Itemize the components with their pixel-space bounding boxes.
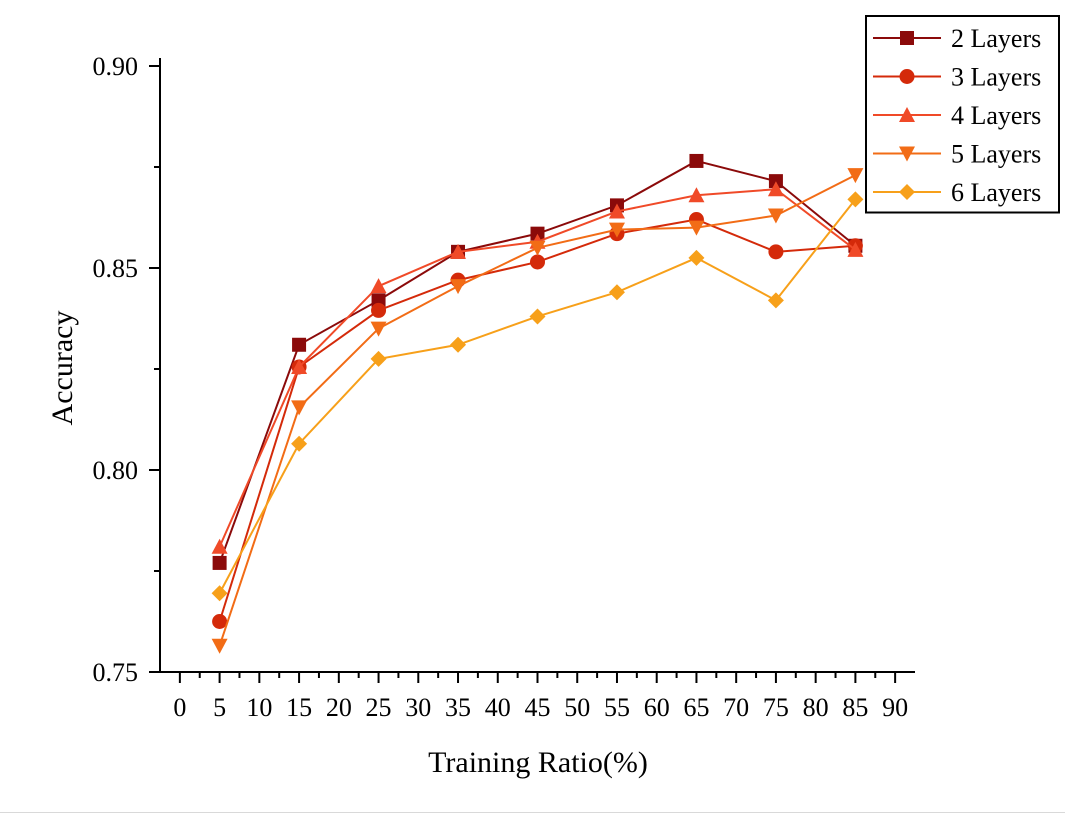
data-point xyxy=(689,154,703,168)
x-tick-label: 50 xyxy=(564,693,590,722)
data-point xyxy=(213,556,227,570)
x-tick-label: 80 xyxy=(803,693,829,722)
data-point xyxy=(530,308,546,324)
series-line xyxy=(220,220,856,622)
legend-label: 4 Layers xyxy=(951,101,1041,130)
line-chart: 0 5 10 15 20 25 30 35 40 45 50 55 60 65 70 75 80 85 90 0.75… xyxy=(0,0,1065,815)
data-point xyxy=(847,168,863,183)
y-tick-label: 0.75 xyxy=(93,658,139,687)
legend-label: 6 Layers xyxy=(951,178,1041,207)
data-point xyxy=(291,400,307,415)
data-point xyxy=(371,303,386,318)
data-point xyxy=(371,278,387,293)
x-tick-label: 60 xyxy=(644,693,670,722)
x-tick-label: 15 xyxy=(286,693,312,722)
x-tick-label: 85 xyxy=(842,693,868,722)
x-tick-label: 70 xyxy=(723,693,749,722)
data-point xyxy=(292,338,306,352)
data-point xyxy=(609,284,625,300)
data-point xyxy=(450,337,466,353)
x-axis-title: Training Ratio(%) xyxy=(428,746,648,779)
x-tick-label: 5 xyxy=(213,693,226,722)
legend: 2 Layers 3 Layers 4 Layers 5 Layers 6 Layers xyxy=(866,16,1059,213)
data-point xyxy=(212,614,227,629)
series-3 xyxy=(212,181,864,554)
data-point xyxy=(768,244,783,259)
data-point xyxy=(688,250,704,266)
series-layer xyxy=(212,154,864,654)
x-tick-label: 65 xyxy=(683,693,709,722)
data-point xyxy=(530,254,545,269)
x-tick-label: 90 xyxy=(882,693,908,722)
series-4 xyxy=(212,168,864,654)
x-tick-label: 10 xyxy=(246,693,272,722)
series-2 xyxy=(212,212,863,629)
y-axis-title: Accuracy xyxy=(46,311,79,426)
y-tick-label: 0.85 xyxy=(93,254,139,283)
x-tick-label: 75 xyxy=(763,693,789,722)
legend-label: 3 Layers xyxy=(951,63,1041,92)
x-tick-label: 45 xyxy=(525,693,551,722)
x-tick-label: 0 xyxy=(173,693,186,722)
legend-marker xyxy=(900,69,915,84)
x-tick-label: 25 xyxy=(366,693,392,722)
data-point xyxy=(212,585,228,601)
legend-label: 2 Layers xyxy=(951,24,1041,53)
data-point xyxy=(450,279,466,294)
series-line xyxy=(220,161,856,563)
x-tick-label: 30 xyxy=(405,693,431,722)
y-tick-label: 0.80 xyxy=(93,456,139,485)
legend-marker xyxy=(900,31,914,45)
x-tick-label: 40 xyxy=(485,693,511,722)
bottom-divider xyxy=(0,812,1065,813)
data-point xyxy=(212,639,228,654)
legend-label: 5 Layers xyxy=(951,140,1041,169)
y-tick-label: 0.90 xyxy=(93,52,139,81)
x-tick-label: 35 xyxy=(445,693,471,722)
x-tick-label: 55 xyxy=(604,693,630,722)
x-tick-label: 20 xyxy=(326,693,352,722)
